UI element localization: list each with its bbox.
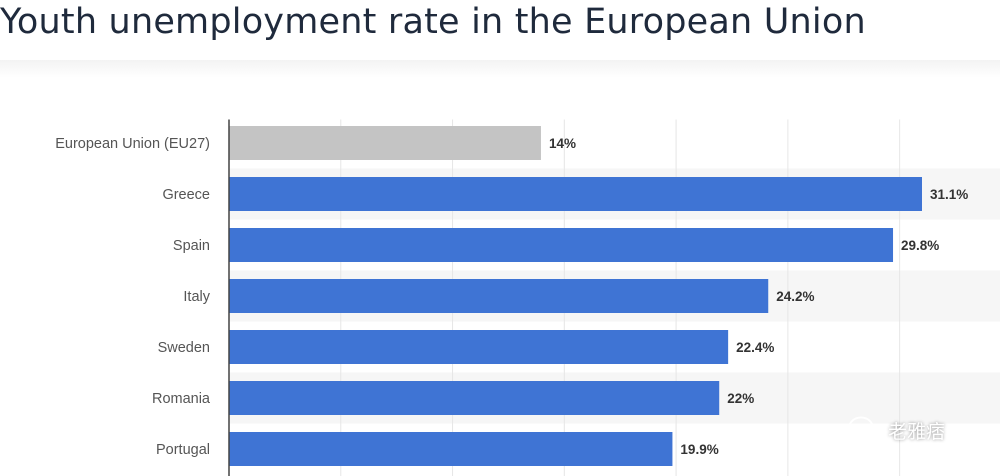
bar-sweden — [229, 330, 729, 364]
page-title: Youth unemployment rate in the European … — [0, 2, 866, 42]
category-label-italy: Italy — [183, 289, 210, 305]
category-label-greece: Greece — [162, 187, 210, 203]
watermark-text: 老雅痞 — [888, 420, 946, 443]
category-label-european-union-eu27: European Union (EU27) — [55, 136, 210, 152]
category-label-spain: Spain — [173, 238, 210, 254]
category-label-sweden: Sweden — [158, 340, 210, 356]
bar-romania — [229, 381, 720, 415]
title-divider — [0, 60, 1000, 78]
watermark: 老雅痞 — [848, 416, 945, 444]
bar-spain — [229, 228, 894, 262]
bar-greece — [229, 177, 922, 211]
bars — [229, 126, 922, 466]
value-label-italy: 24.2% — [776, 289, 814, 304]
bar-portugal — [229, 432, 673, 466]
wechat-icon — [848, 416, 882, 443]
value-label-portugal: 19.9% — [680, 442, 718, 457]
category-labels: European Union (EU27) Greece Spain Italy Swe… — [55, 136, 211, 458]
value-labels: 14% 31.1% 29.8% 24.2% 22.4% 22% 19.9% — [549, 136, 968, 457]
bar-european-union-eu27 — [229, 126, 541, 160]
value-label-romania: 22% — [727, 391, 754, 406]
value-label-spain: 29.8% — [901, 238, 939, 253]
value-label-greece: 31.1% — [930, 187, 968, 202]
value-label-sweden: 22.4% — [736, 340, 774, 355]
value-label-european-union-eu27: 14% — [549, 136, 576, 151]
category-label-romania: Romania — [152, 391, 211, 407]
category-label-portugal: Portugal — [156, 442, 210, 458]
bar-italy — [229, 279, 769, 313]
